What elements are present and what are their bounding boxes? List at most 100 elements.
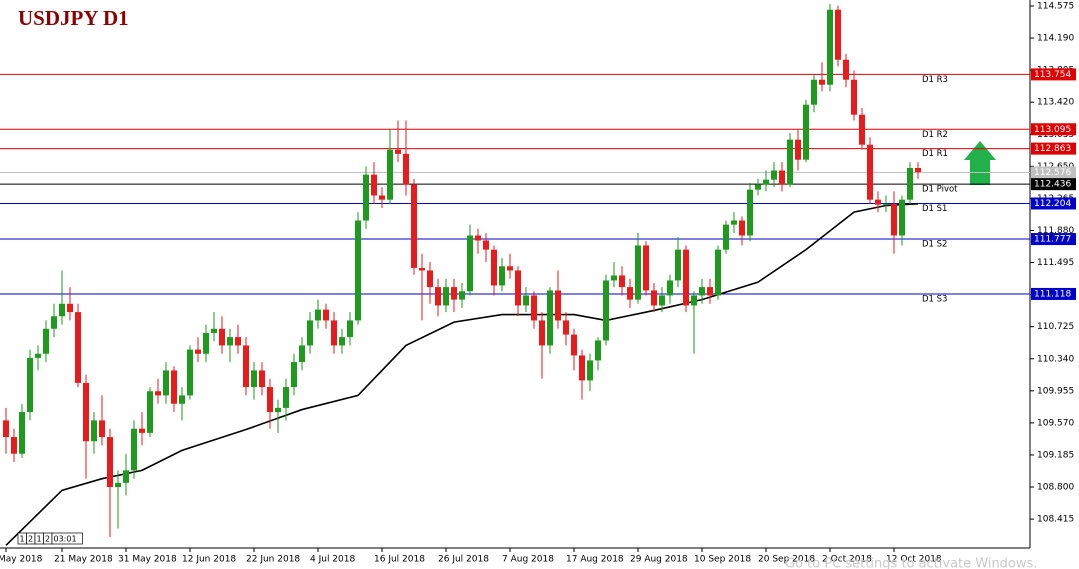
price-box: [1031, 197, 1076, 210]
candle-body: [819, 79, 825, 85]
candle-body: [227, 337, 233, 346]
moving-average: [5, 203, 919, 546]
candle-body: [155, 391, 161, 396]
candle-body: [315, 309, 321, 321]
candle-body: [787, 139, 793, 185]
candle-body: [851, 79, 857, 115]
x-tick-label: 16 Jul 2018: [374, 555, 425, 565]
price-box-label: 113.754: [1034, 70, 1071, 80]
candle-body: [811, 79, 817, 105]
price-box-label: 111.118: [1034, 289, 1071, 299]
candle-body: [219, 328, 225, 346]
candle-body: [387, 149, 393, 200]
x-tick-label: 26 Jul 2018: [438, 555, 489, 565]
candle-body: [835, 9, 841, 60]
candle-body: [859, 114, 865, 145]
price-box: [1031, 123, 1076, 136]
candle-body: [899, 199, 905, 236]
price-box: [1031, 142, 1076, 155]
candle-body: [715, 249, 721, 296]
price-box-label: 112.576: [1034, 168, 1071, 178]
candle-body: [411, 184, 417, 268]
x-tick-label: 10 Sep 2018: [694, 555, 751, 565]
y-tick-label: 111.880: [1037, 226, 1074, 236]
candle-body: [123, 470, 129, 483]
candle-body: [107, 437, 113, 488]
candle-body: [475, 235, 481, 241]
x-tick-label: 17 Aug 2018: [566, 555, 624, 565]
candle-body: [467, 235, 473, 292]
candle-body: [867, 144, 873, 200]
candle-body: [803, 104, 809, 160]
candle-body: [355, 220, 361, 321]
candle-body: [395, 149, 401, 154]
candle-body: [691, 295, 697, 306]
candle-body: [763, 179, 769, 185]
candle-body: [499, 266, 505, 286]
candle-body: [539, 320, 545, 346]
candle-body: [43, 328, 49, 354]
x-tick-label: 4 Jul 2018: [310, 555, 355, 565]
candle-body: [579, 355, 585, 381]
candle-body: [555, 290, 561, 321]
y-tick-label: 114.190: [1037, 34, 1074, 44]
candle-body: [747, 189, 753, 236]
price-box: [1031, 68, 1076, 81]
candle-body: [59, 303, 65, 317]
candle-body: [827, 9, 833, 85]
candle-body: [203, 332, 209, 354]
candle-body: [683, 249, 689, 306]
candle-body: [331, 320, 337, 346]
price-box: [1031, 178, 1076, 191]
chart-title: USDJPY D1: [18, 6, 129, 30]
candle-body: [131, 428, 137, 471]
candle-body: [843, 59, 849, 80]
x-tick-label: 12 Jun 2018: [182, 555, 236, 565]
y-tick-label: 114.575: [1037, 1, 1074, 11]
candle-body: [771, 170, 777, 180]
candle-body: [443, 287, 449, 306]
candle-body: [363, 174, 369, 221]
y-tick-label: 108.415: [1037, 515, 1074, 525]
candle-body: [259, 370, 265, 388]
x-tick-label: 21 May 2018: [54, 555, 113, 565]
candle-body: [491, 249, 497, 286]
candle-body: [99, 420, 105, 438]
candle-body: [611, 275, 617, 281]
candle-body: [795, 139, 801, 160]
candle-body: [707, 287, 713, 296]
candle-body: [547, 290, 553, 346]
period-box-label: 2: [45, 535, 50, 544]
candle-body: [587, 360, 593, 381]
candle-body: [147, 391, 153, 433]
candle-body: [267, 387, 273, 413]
candle-body: [883, 203, 889, 205]
price-box-label: 113.095: [1034, 125, 1071, 135]
candle-body: [379, 195, 385, 200]
price-box-label: 112.204: [1034, 199, 1071, 209]
x-tick-label: 22 Jun 2018: [246, 555, 300, 565]
candle-body: [659, 295, 665, 306]
price-box-label: 112.863: [1034, 144, 1071, 154]
candle-body: [739, 220, 745, 236]
candle-body: [427, 270, 433, 288]
candle-body: [627, 287, 633, 300]
candle-body: [67, 303, 73, 313]
candle-body: [195, 349, 201, 354]
candle-body: [667, 280, 673, 296]
y-tick-label: 110.725: [1037, 322, 1074, 332]
candle-body: [19, 412, 25, 454]
candle-body: [595, 340, 601, 361]
candle-body: [459, 291, 465, 300]
candle-body: [891, 203, 897, 236]
candle-body: [419, 267, 425, 271]
candle-body: [51, 316, 57, 329]
candle-body: [755, 184, 761, 190]
candle-body: [347, 320, 353, 338]
y-tick-label: 109.185: [1037, 450, 1074, 460]
x-tick-label: 20 Sep 2018: [758, 555, 815, 565]
candle-body: [115, 482, 121, 488]
candle-body: [635, 245, 641, 300]
